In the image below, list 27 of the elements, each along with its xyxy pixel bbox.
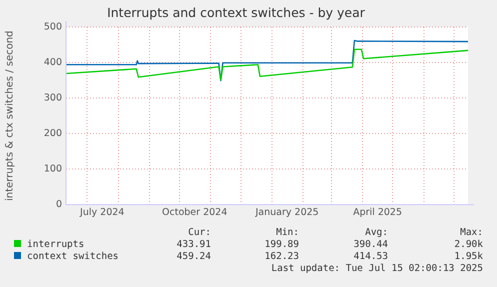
chart-title: Interrupts and context switches - by year bbox=[107, 4, 366, 20]
text: Last update: Tue Jul 15 02:00:13 2025 bbox=[271, 263, 483, 274]
x-tick-label: April 2025 bbox=[353, 206, 402, 218]
text: Cur: bbox=[188, 227, 211, 238]
text: 162.23 bbox=[264, 251, 299, 262]
x-tick-label: October 2024 bbox=[162, 206, 228, 218]
text: 390.44 bbox=[354, 239, 388, 250]
x-tick-label: January 2025 bbox=[254, 206, 319, 218]
text: 2.90k bbox=[454, 239, 483, 250]
legend-label: interrupts bbox=[26, 239, 84, 250]
x-tick-label: July 2024 bbox=[79, 206, 124, 218]
legend-label: context switches bbox=[26, 251, 119, 262]
y-tick-label: 300 bbox=[44, 92, 62, 104]
y-tick-label: 0 bbox=[56, 199, 62, 210]
y-tick-label: 200 bbox=[44, 128, 62, 140]
text: 414.53 bbox=[354, 251, 388, 262]
text: Min: bbox=[276, 227, 299, 238]
text: Max: bbox=[460, 227, 483, 238]
text: 433.91 bbox=[176, 239, 211, 250]
y-tick-label: 100 bbox=[44, 164, 62, 175]
text: 199.89 bbox=[264, 239, 299, 250]
y-tick-label: 400 bbox=[44, 56, 62, 68]
text: Avg: bbox=[365, 227, 388, 238]
y-tick-label: 500 bbox=[44, 21, 62, 32]
text: 1.95k bbox=[454, 251, 483, 262]
text: 459.24 bbox=[176, 251, 211, 262]
y-axis-title: interrupts & ctx switches / second bbox=[4, 30, 16, 202]
